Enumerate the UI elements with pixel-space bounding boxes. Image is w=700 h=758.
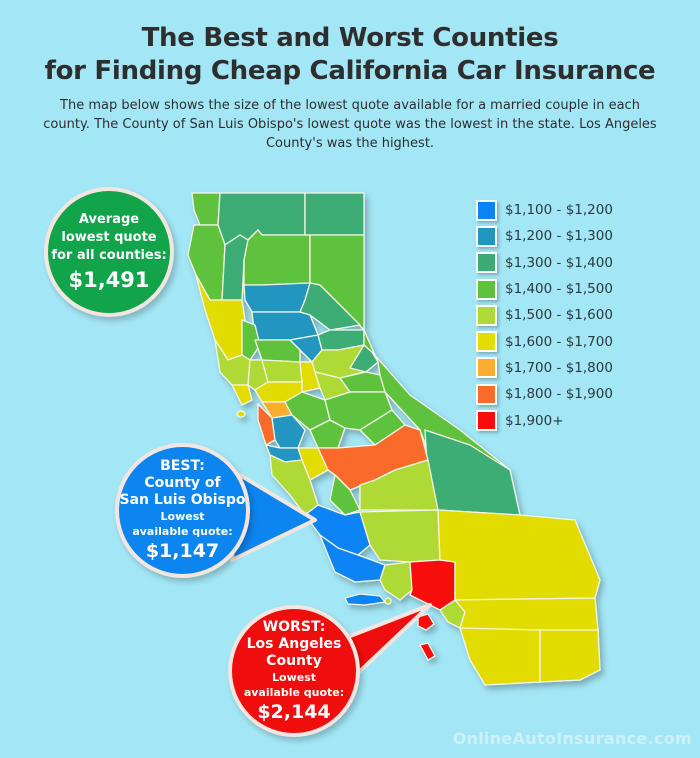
county-tehama [243,282,311,313]
county-san-francisco-san-mateo [257,403,276,446]
best-value: $1,147 [145,540,220,562]
county-riverside [454,597,599,633]
legend-label: $1,600 - $1,700 [505,333,613,350]
legend-swatch [476,383,497,405]
worst-county-callout: WORST: Los Angeles County Lowest availab… [228,605,360,737]
worst-heading: WORST: [262,618,326,635]
county-san-diego [459,627,541,686]
county-del-norte [191,192,221,226]
best-heading: BEST: [160,458,205,474]
legend-item: $1,400 - $1,500 [476,276,613,302]
legend-swatch [476,304,497,326]
legend-label: $1,100 - $1,200 [505,202,613,219]
subtitle: The map below shows the size of the lowe… [43,98,657,151]
legend-swatch [476,278,497,300]
legend-swatch [476,410,497,432]
ventura-island [384,597,392,605]
best-sub-line-1: Lowest [160,510,205,523]
worst-value: $2,144 [257,700,331,723]
worst-sub-line-2: available quote: [243,685,345,699]
county-kern [359,509,441,563]
legend-swatch [476,225,497,247]
legend-label: $1,700 - $1,800 [505,359,613,376]
county-imperial [539,629,601,683]
average-label-2: lowest quote [61,230,157,245]
legend-label: $1,500 - $1,600 [505,307,613,324]
county-marin [231,384,253,406]
legend-label: $1,800 - $1,900 [505,386,613,403]
best-county-line-1: County of [144,475,221,491]
county-stanislaus [309,419,346,449]
legend-item: $1,300 - $1,400 [476,250,613,276]
worst-sub-line-1: Lowest [272,670,316,684]
county-shasta [243,229,311,286]
legend-item: $1,600 - $1,700 [476,328,613,354]
legend-swatch [476,199,497,221]
watermark: OnlineAutoInsurance.com [452,729,692,748]
legend-item: $1,200 - $1,300 [476,223,613,249]
legend-label: $1,300 - $1,400 [505,254,613,271]
average-label-1: Average [78,212,140,227]
legend-swatch [476,331,497,353]
legend-label: $1,400 - $1,500 [505,281,613,298]
legend-item: $1,700 - $1,800 [476,355,613,381]
county-san-benito [297,447,329,481]
title-line-1: The Best and Worst Counties [141,23,559,53]
average-quote-callout: Average lowest quote for all counties: $… [44,187,174,317]
legend-label: $1,200 - $1,300 [505,228,613,245]
county-san-bernardino [437,509,601,601]
worst-county-line-2: County [266,652,322,669]
la-island-catalina [417,613,435,631]
legend-item: $1,500 - $1,600 [476,302,613,328]
title-line-2: for Finding Cheap California Car Insuran… [44,56,656,86]
legend-item: $1,800 - $1,900 [476,381,613,407]
county-ventura [379,561,413,601]
best-county-line-2: San Luis Obispo [119,492,246,508]
county-colusa [254,339,301,363]
legend-item: $1,900+ [476,407,613,433]
best-sub-line-2: available quote: [132,525,233,538]
county-kings [329,474,361,516]
legend: $1,100 - $1,200 $1,200 - $1,300 $1,300 -… [476,197,613,434]
legend-swatch [476,357,497,379]
legend-swatch [476,252,497,274]
county-humboldt [187,224,226,301]
county-lake [241,319,261,361]
best-county-callout: BEST: County of San Luis Obispo Lowest a… [115,443,250,578]
santa-barbara-islands [344,593,386,606]
county-modoc [304,192,365,236]
county-yolo [261,359,303,383]
county-tulare [359,459,439,511]
sf-farallon-island [236,410,246,418]
average-label-3: for all counties: [51,248,167,263]
county-glenn-butte [251,311,319,341]
average-value: $1,491 [68,268,150,292]
county-los-angeles [409,559,456,611]
legend-label: $1,900+ [505,412,564,429]
page-title: The Best and Worst Counties for Finding … [0,22,700,88]
legend-item: $1,100 - $1,200 [476,197,613,223]
la-island-san-clemente [419,642,436,661]
worst-county-line-1: Los Angeles [246,635,342,652]
